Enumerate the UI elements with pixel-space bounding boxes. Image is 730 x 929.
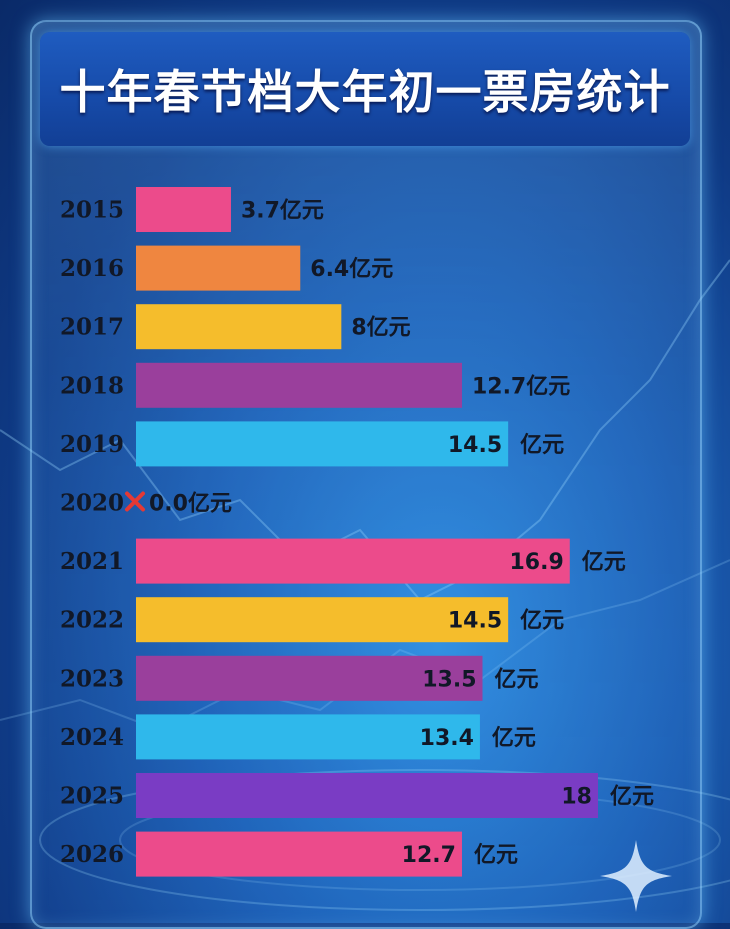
bar-2018 xyxy=(136,362,462,408)
year-label-2019: 2019 xyxy=(60,431,124,458)
year-label-2020: 2020 xyxy=(60,490,124,517)
year-label-2023: 2023 xyxy=(60,665,124,692)
year-label-2026: 2026 xyxy=(60,841,124,868)
bar-2021 xyxy=(136,538,570,584)
unit-label-2026: 亿元 xyxy=(474,843,518,868)
unit-label-2021: 亿元 xyxy=(582,550,626,575)
year-label-2024: 2024 xyxy=(60,724,124,751)
unit-label-2025: 亿元 xyxy=(610,785,654,810)
year-label-2018: 2018 xyxy=(60,372,124,399)
unit-label-2023: 亿元 xyxy=(495,667,539,692)
bar-2026 xyxy=(136,831,462,877)
bar-2025 xyxy=(136,773,598,818)
value-label-2022: 14.5 xyxy=(448,609,502,634)
value-label-2021: 16.9 xyxy=(509,550,563,575)
unit-label-2024: 亿元 xyxy=(492,726,536,751)
year-label-2015: 2015 xyxy=(60,197,124,224)
bar-2017 xyxy=(136,304,342,350)
value-label-2015: 3.7亿元 xyxy=(241,199,324,224)
bar-2016 xyxy=(136,245,301,291)
value-label-2020: 0.0亿元 xyxy=(149,492,232,517)
value-label-2019: 14.5 xyxy=(448,433,502,458)
bar-2024 xyxy=(136,714,480,760)
year-label-2017: 2017 xyxy=(60,314,124,341)
chart-title: 十年春节档大年初一票房统计 xyxy=(59,65,671,119)
year-label-2016: 2016 xyxy=(60,255,124,282)
bar-2019 xyxy=(136,421,509,467)
year-label-2025: 2025 xyxy=(60,783,124,810)
unit-label-2019: 亿元 xyxy=(520,433,564,458)
sparkle-icon xyxy=(600,840,672,912)
value-label-2018: 12.7亿元 xyxy=(472,374,570,399)
bar-2022 xyxy=(136,597,509,643)
title-banner xyxy=(40,32,690,146)
year-label-2022: 2022 xyxy=(60,607,124,634)
value-label-2016: 6.4亿元 xyxy=(310,257,393,282)
value-label-2025: 18 xyxy=(561,785,592,810)
bar-2023 xyxy=(136,655,483,701)
unit-label-2022: 亿元 xyxy=(520,609,564,634)
value-label-2026: 12.7 xyxy=(402,843,456,868)
year-label-2021: 2021 xyxy=(60,548,124,575)
cross-icon xyxy=(125,491,145,512)
value-label-2023: 13.5 xyxy=(422,667,476,692)
value-label-2024: 13.4 xyxy=(420,726,474,751)
value-label-2017: 8亿元 xyxy=(351,316,410,341)
bar-2015 xyxy=(136,187,231,232)
